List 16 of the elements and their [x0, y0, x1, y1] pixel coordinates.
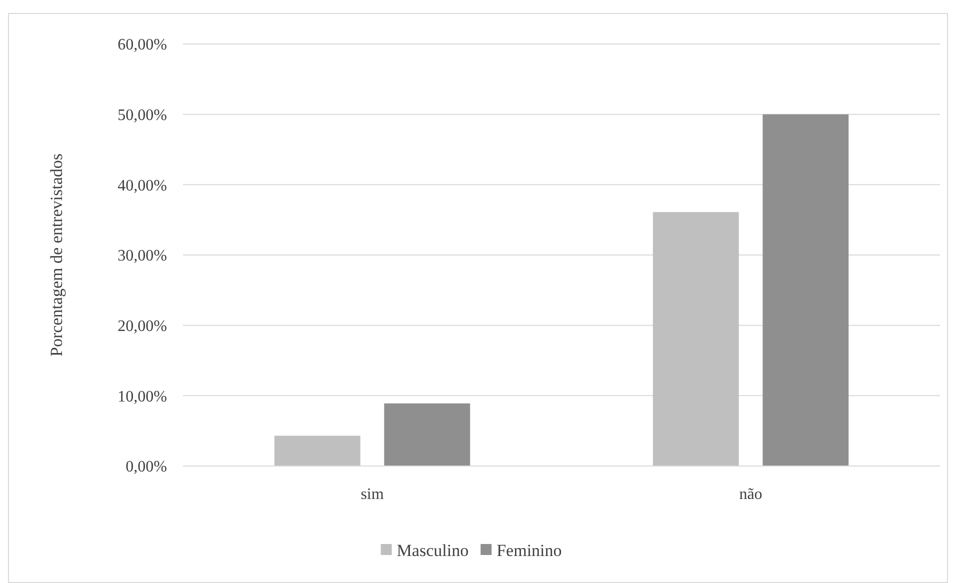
y-tick-label: 40,00%	[118, 177, 167, 194]
y-tick-label: 50,00%	[118, 106, 167, 124]
legend-label: Feminino	[496, 540, 562, 560]
legend-label: Masculino	[396, 540, 469, 560]
y-tick-label: 10,00%	[118, 388, 167, 406]
y-axis-title: Porcentagem de entrevistados	[47, 154, 66, 356]
bar	[652, 212, 739, 466]
x-tick-label: não	[739, 486, 762, 503]
bar	[384, 403, 470, 466]
y-tick-label: 30,00%	[118, 248, 167, 265]
bar	[274, 436, 360, 466]
y-tick-label: 0,00%	[126, 458, 167, 476]
bar	[762, 114, 849, 466]
x-tick-label: sim	[360, 486, 384, 503]
y-tick-label: 20,00%	[118, 318, 167, 335]
y-tick-label: 60,00%	[118, 36, 167, 54]
